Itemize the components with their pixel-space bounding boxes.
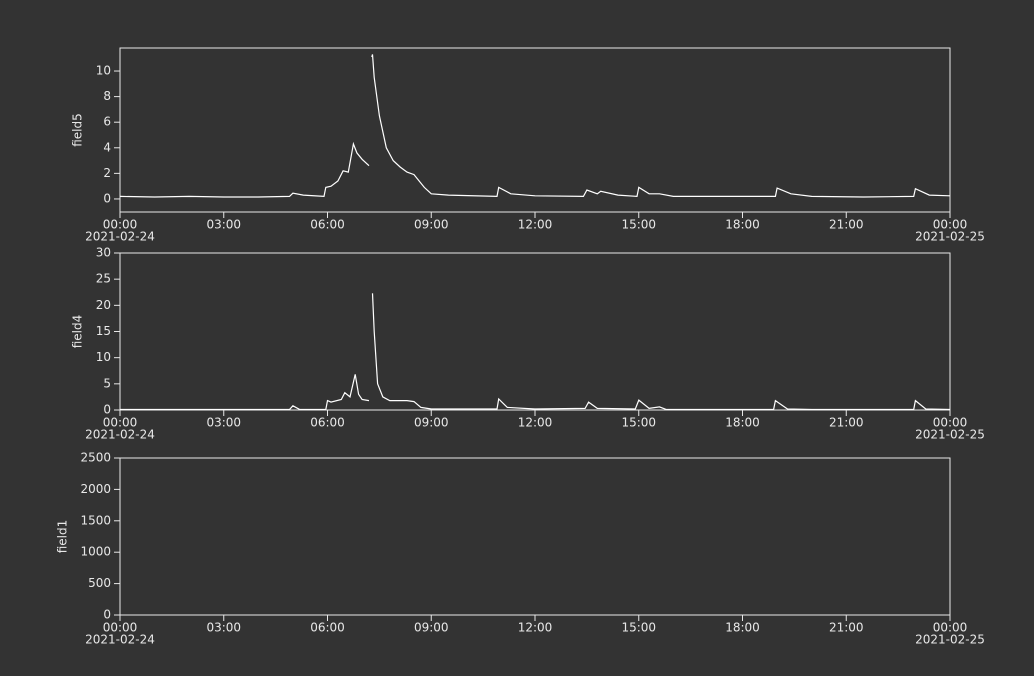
x-tick-label: 09:00 — [414, 218, 449, 232]
x-tick-label: 03:00 — [206, 621, 241, 635]
y-tick-label: 6 — [103, 115, 111, 129]
x-tick-label: 12:00 — [518, 218, 553, 232]
y-tick-label: 2500 — [80, 451, 111, 465]
x-tick-label: 15:00 — [621, 218, 656, 232]
x-tick-label: 00:00 — [933, 416, 968, 430]
y-tick-label: 500 — [88, 576, 111, 590]
y-tick-label: 30 — [96, 246, 111, 260]
x-tick-label: 18:00 — [725, 621, 760, 635]
y-tick-label: 10 — [96, 64, 111, 78]
plot-frame — [119, 47, 951, 213]
y-tick-label: 0 — [103, 608, 111, 622]
x-tick-label: 21:00 — [829, 621, 864, 635]
x-tick-label: 09:00 — [414, 621, 449, 635]
x-tick-label: 15:00 — [621, 621, 656, 635]
data-line — [120, 293, 951, 411]
x-tick-label: 00:00 — [103, 218, 138, 232]
x-tick-date: 2021-02-24 — [85, 230, 155, 244]
x-tick-label: 21:00 — [829, 416, 864, 430]
y-tick-label: 5 — [103, 376, 111, 390]
y-tick-label: 1500 — [80, 513, 111, 527]
x-tick-label: 06:00 — [310, 621, 345, 635]
y-tick-label: 25 — [96, 272, 111, 286]
y-axis-label: field5 — [71, 113, 85, 147]
y-tick-label: 0 — [103, 191, 111, 205]
y-tick-label: 0 — [103, 403, 111, 417]
x-tick-date: 2021-02-25 — [915, 633, 985, 647]
y-tick-label: 8 — [103, 89, 111, 103]
x-tick-label: 06:00 — [310, 416, 345, 430]
plot-frame — [119, 252, 951, 411]
y-tick-label: 2000 — [80, 482, 111, 496]
x-tick-label: 12:00 — [518, 416, 553, 430]
x-tick-label: 18:00 — [725, 416, 760, 430]
y-tick-label: 1000 — [80, 545, 111, 559]
x-tick-label: 21:00 — [829, 218, 864, 232]
x-tick-date: 2021-02-24 — [85, 633, 155, 647]
x-tick-label: 03:00 — [206, 416, 241, 430]
x-tick-date: 2021-02-24 — [85, 428, 155, 442]
x-tick-label: 18:00 — [725, 218, 760, 232]
y-axis-label: field1 — [56, 520, 70, 554]
x-tick-label: 00:00 — [103, 416, 138, 430]
x-tick-label: 00:00 — [933, 218, 968, 232]
x-tick-label: 00:00 — [103, 621, 138, 635]
data-line — [119, 54, 951, 198]
plot-frame — [119, 457, 951, 616]
x-tick-label: 00:00 — [933, 621, 968, 635]
y-tick-label: 4 — [103, 140, 111, 154]
y-axis-label: field4 — [71, 315, 85, 349]
x-tick-label: 09:00 — [414, 416, 449, 430]
x-tick-label: 03:00 — [206, 218, 241, 232]
y-tick-label: 2 — [103, 166, 111, 180]
y-tick-label: 10 — [96, 350, 111, 364]
x-tick-label: 06:00 — [310, 218, 345, 232]
y-tick-label: 15 — [96, 324, 111, 338]
x-tick-date: 2021-02-25 — [915, 230, 985, 244]
x-tick-label: 15:00 — [621, 416, 656, 430]
x-tick-label: 12:00 — [518, 621, 553, 635]
y-tick-label: 20 — [96, 298, 111, 312]
x-tick-date: 2021-02-25 — [915, 428, 985, 442]
